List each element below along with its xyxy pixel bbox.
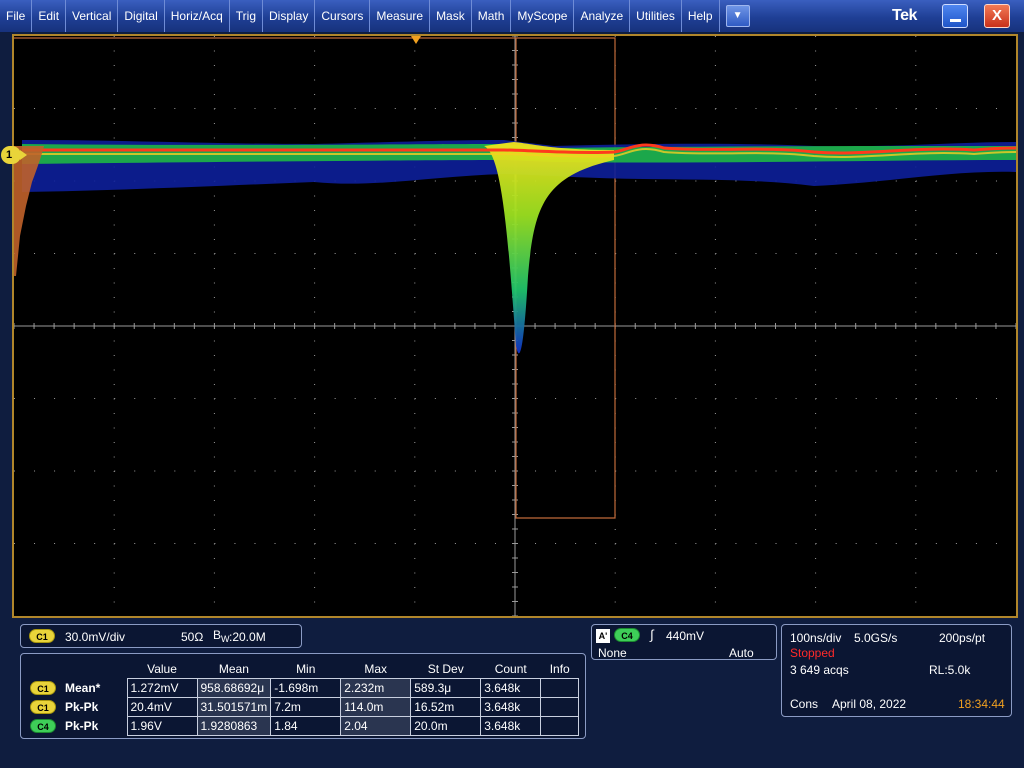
- menu-file[interactable]: File: [0, 0, 33, 32]
- ch1-impedance: 50Ω: [181, 630, 204, 644]
- bandwidth-prefix: B: [213, 628, 222, 642]
- stdev-cell: 589.3μ: [410, 677, 482, 698]
- menu-vertical[interactable]: Vertical: [66, 0, 119, 32]
- waveform-display[interactable]: [12, 34, 1018, 618]
- mean-cell: 1.9280863: [196, 715, 272, 736]
- bandwidth-subscript: W: [221, 634, 230, 644]
- info-cell: [540, 696, 580, 717]
- info-cell: [540, 715, 580, 736]
- col-value: Value: [147, 661, 177, 676]
- menu-digital[interactable]: Digital: [118, 0, 165, 32]
- measurement-label: Pk-Pk: [65, 699, 99, 714]
- acquisition-count: 3 649 acqs: [790, 663, 849, 677]
- count-cell: 3.648k: [480, 696, 542, 717]
- trigger-level: 440mV: [666, 629, 705, 643]
- trigger-source-badge: C4: [614, 628, 640, 642]
- rising-edge-icon: ∫: [650, 627, 654, 642]
- ch1-trace-halo: [21, 147, 1016, 158]
- menu-help[interactable]: Help: [682, 0, 720, 32]
- value-cell: 1.272mV: [126, 677, 198, 698]
- menu-edit[interactable]: Edit: [32, 0, 67, 32]
- menu-analyze[interactable]: Analyze: [574, 0, 631, 32]
- ch1-ground-marker[interactable]: 1: [1, 146, 27, 164]
- trigger-a-badge: A': [596, 629, 610, 643]
- menu-measure[interactable]: Measure: [370, 0, 431, 32]
- menu-mask[interactable]: Mask: [430, 0, 472, 32]
- minimize-icon: [950, 19, 961, 22]
- stdev-cell: 16.52m: [410, 696, 482, 717]
- col-mean: Mean: [218, 661, 249, 676]
- menu-myscope[interactable]: MyScope: [511, 0, 575, 32]
- trigger-position-icon[interactable]: [411, 36, 421, 44]
- measurement-label: Pk-Pk: [65, 718, 99, 733]
- menu-horiz-acq[interactable]: Horiz/Acq: [165, 0, 230, 32]
- min-cell: 1.84: [270, 715, 342, 736]
- col-stdev: St Dev: [427, 661, 464, 676]
- min-cell: -1.698m: [270, 677, 342, 698]
- current-date: April 08, 2022: [832, 697, 907, 711]
- measurement-row[interactable]: C1 Mean* 1.272mV 958.68692μ -1.698m 2.23…: [27, 677, 580, 698]
- acquisition-state: Stopped: [790, 646, 835, 660]
- ch1-scale-readout: 30.0mV/div: [65, 630, 126, 644]
- horizontal-scale: 100ns/div: [790, 631, 842, 645]
- menu-bar: File Edit Vertical Digital Horiz/Acq Tri…: [0, 0, 1024, 32]
- source-badge: C1: [30, 699, 56, 714]
- info-cell: [540, 677, 580, 698]
- max-cell: 2.232m: [340, 677, 412, 698]
- source-badge: C1: [30, 680, 56, 695]
- col-min: Min: [296, 661, 316, 676]
- minimize-button[interactable]: [942, 4, 968, 28]
- acquisition-mode: Cons: [790, 697, 819, 711]
- record-length: RL:5.0k: [929, 663, 971, 677]
- menu-display[interactable]: Display: [263, 0, 316, 32]
- measurement-table: Value Mean Min Max St Dev Count Info C1 …: [27, 660, 580, 736]
- measurement-label: Mean*: [65, 680, 101, 695]
- menu-utilities[interactable]: Utilities: [630, 0, 682, 32]
- stdev-cell: 20.0m: [410, 715, 482, 736]
- mean-cell: 31.501571m: [196, 696, 272, 717]
- sample-rate: 5.0GS/s: [854, 631, 898, 645]
- ch1-left-histogram: [14, 146, 44, 276]
- brand-logo: Tek: [892, 7, 917, 24]
- col-max: Max: [364, 661, 388, 676]
- measurement-panel[interactable]: Value Mean Min Max St Dev Count Info C1 …: [20, 653, 586, 739]
- trigger-coupling: None: [598, 646, 627, 660]
- value-cell: 20.4mV: [126, 696, 198, 717]
- timebase-panel[interactable]: 100ns/div 5.0GS/s 200ps/pt Stopped 3 649…: [781, 624, 1012, 717]
- count-cell: 3.648k: [480, 677, 542, 698]
- trigger-panel[interactable]: A' C4 ∫ 440mV None Auto: [591, 624, 777, 660]
- menu-dropdown-button[interactable]: ▼: [725, 5, 750, 27]
- menu-cursors[interactable]: Cursors: [315, 0, 371, 32]
- source-badge: C4: [30, 718, 56, 733]
- mean-cell: 958.68692μ: [196, 677, 272, 698]
- col-count: Count: [494, 661, 527, 676]
- measurement-header-row: Value Mean Min Max St Dev Count Info: [27, 660, 579, 678]
- menu-trig[interactable]: Trig: [230, 0, 263, 32]
- ch1-trace-core: [21, 143, 1016, 155]
- measurement-row[interactable]: C4 Pk-Pk 1.96V 1.9280863 1.84 2.04 20.0m…: [27, 715, 580, 736]
- max-cell: 2.04: [340, 715, 412, 736]
- ch1-pulse-envelope: [484, 142, 614, 354]
- measurement-row[interactable]: C1 Pk-Pk 20.4mV 31.501571m 7.2m 114.0m 1…: [27, 696, 580, 717]
- channel-scale-panel[interactable]: C1 30.0mV/div 50Ω B W :20.0M: [20, 624, 302, 648]
- time-resolution: 200ps/pt: [939, 631, 986, 645]
- ch1-badge: C1: [29, 629, 55, 643]
- min-cell: 7.2m: [270, 696, 342, 717]
- menu-math[interactable]: Math: [472, 0, 512, 32]
- value-cell: 1.96V: [126, 715, 198, 736]
- count-cell: 3.648k: [480, 715, 542, 736]
- close-button[interactable]: X: [984, 4, 1010, 28]
- col-info: Info: [549, 661, 570, 676]
- trigger-mode: Auto: [729, 646, 754, 660]
- current-time: 18:34:44: [958, 697, 1005, 711]
- max-cell: 114.0m: [340, 696, 412, 717]
- graticule-svg: [14, 36, 1016, 616]
- bandwidth-value: :20.0M: [229, 630, 266, 644]
